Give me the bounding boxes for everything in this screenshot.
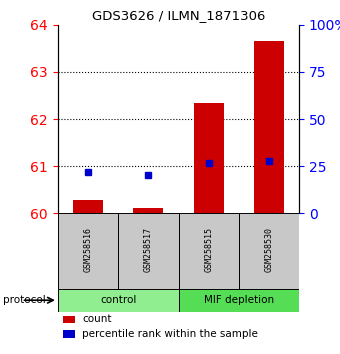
- Text: protocol: protocol: [3, 295, 46, 305]
- Bar: [254, 41, 284, 213]
- Text: GSM258516: GSM258516: [84, 227, 92, 272]
- Text: MIF depletion: MIF depletion: [204, 295, 274, 305]
- Bar: [133, 208, 164, 213]
- FancyBboxPatch shape: [58, 289, 178, 312]
- Text: count: count: [82, 314, 112, 325]
- Text: control: control: [100, 295, 136, 305]
- Bar: [193, 103, 224, 213]
- Text: percentile rank within the sample: percentile rank within the sample: [82, 329, 258, 339]
- FancyBboxPatch shape: [58, 213, 118, 289]
- Text: GSM258515: GSM258515: [204, 227, 213, 272]
- Bar: [73, 200, 103, 213]
- Text: GSM258517: GSM258517: [144, 227, 153, 272]
- Bar: [63, 315, 75, 324]
- FancyBboxPatch shape: [118, 213, 178, 289]
- FancyBboxPatch shape: [178, 213, 239, 289]
- FancyBboxPatch shape: [178, 289, 299, 312]
- Bar: [63, 330, 75, 338]
- FancyBboxPatch shape: [239, 213, 299, 289]
- Title: GDS3626 / ILMN_1871306: GDS3626 / ILMN_1871306: [92, 9, 265, 22]
- Text: GSM258530: GSM258530: [265, 227, 273, 272]
